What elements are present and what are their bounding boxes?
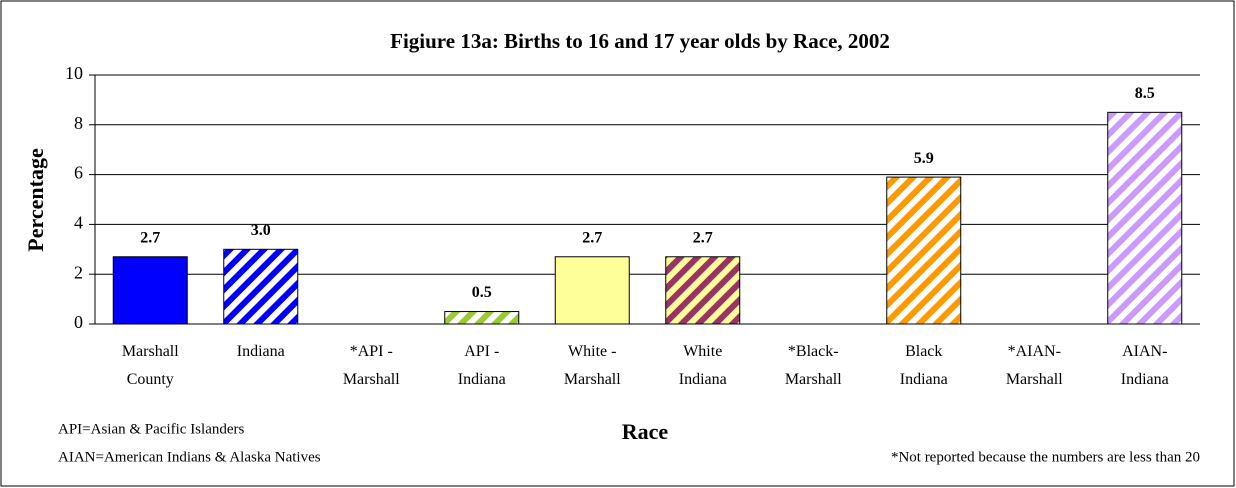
y-tick-label: 6 [74,163,83,183]
bar [886,176,962,325]
data-label: 8.5 [1135,85,1155,102]
bar [223,248,299,325]
x-tick-label: White Indiana [679,343,727,388]
y-tick-label: 8 [74,113,83,133]
data-label: 2.7 [582,229,602,246]
bar [444,311,520,325]
bar [665,256,741,325]
bar [112,256,188,325]
x-tick-label: *Black-Marshall [785,343,842,388]
y-axis-label: Percentage [23,148,48,252]
data-label: 2.7 [693,229,713,246]
x-tick-label: API -Indiana [458,343,506,388]
x-tick-label: *API -Marshall [343,343,400,388]
x-tick-label: Marshall County [122,343,179,388]
bar [554,256,630,325]
y-tick-label: 2 [74,262,83,282]
y-tick-label: 0 [74,312,83,332]
x-tick-label: Indiana [237,343,285,360]
note: AIAN=American Indians & Alaska Natives [58,449,321,465]
footnote: *Not reported because the numbers are le… [891,449,1200,465]
data-label: 0.5 [472,284,492,301]
data-label: 2.7 [140,229,160,246]
x-tick-label: AIAN-Indiana [1121,343,1169,388]
y-tick-label: 10 [65,63,83,83]
x-tick-label: Black Indiana [900,343,948,388]
data-label: 3.0 [251,222,271,239]
note: API=Asian & Pacific Islanders [58,421,244,437]
x-tick-label: *AIAN-Marshall [1006,343,1063,388]
data-label: 5.9 [914,150,934,167]
bar [1107,111,1183,325]
chart-title: Figiure 13a: Births to 16 and 17 year ol… [390,29,890,53]
x-axis-label: Race [622,419,669,444]
x-tick-label: White -Marshall [564,343,621,388]
y-tick-label: 4 [74,213,83,233]
